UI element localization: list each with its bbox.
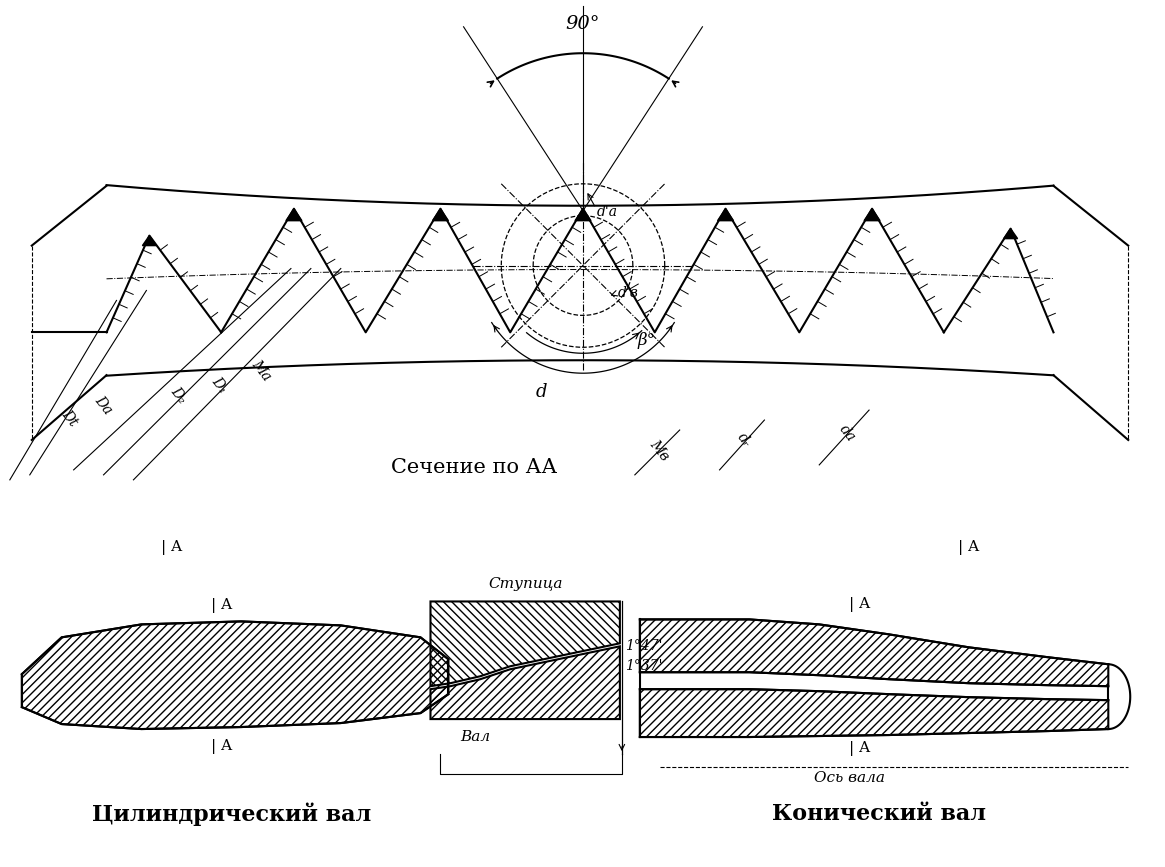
Text: Da: Da [92,393,115,417]
Text: Конический вал: Конический вал [772,803,986,825]
Text: | A: | A [848,597,870,612]
Polygon shape [432,209,449,221]
Polygon shape [718,209,734,221]
Polygon shape [576,209,591,221]
Text: d'в: d'в [617,286,638,300]
Text: Ось вала: Ось вала [813,771,884,785]
Text: Цилиндрический вал: Цилиндрический вал [92,802,370,825]
Text: dᵣ: dᵣ [735,430,754,450]
Text: | A: | A [211,740,232,754]
Polygon shape [142,236,156,245]
Text: d: d [536,383,546,401]
Text: D₁: D₁ [209,375,230,396]
Text: Ступица: Ступица [488,577,563,591]
Text: | A: | A [211,598,232,613]
Text: 1°37': 1°37' [624,659,663,674]
Text: 90°: 90° [566,16,600,33]
Text: | A: | A [161,540,182,555]
Polygon shape [864,209,880,221]
Text: d'a: d'a [596,205,617,219]
Text: D₂: D₂ [168,384,189,406]
Text: β°: β° [637,332,656,349]
Text: 1°47': 1°47' [624,639,663,654]
Text: Вал: Вал [460,730,490,744]
Polygon shape [1003,229,1017,238]
Text: Сечение по АА: Сечение по АА [390,459,557,478]
Text: da: da [836,422,857,444]
Polygon shape [285,209,302,221]
Text: Ma: Ma [248,357,274,383]
Text: | A: | A [958,540,980,555]
Text: | A: | A [848,741,870,757]
Text: Dt: Dt [59,407,80,429]
Text: Mв: Mв [648,437,672,463]
